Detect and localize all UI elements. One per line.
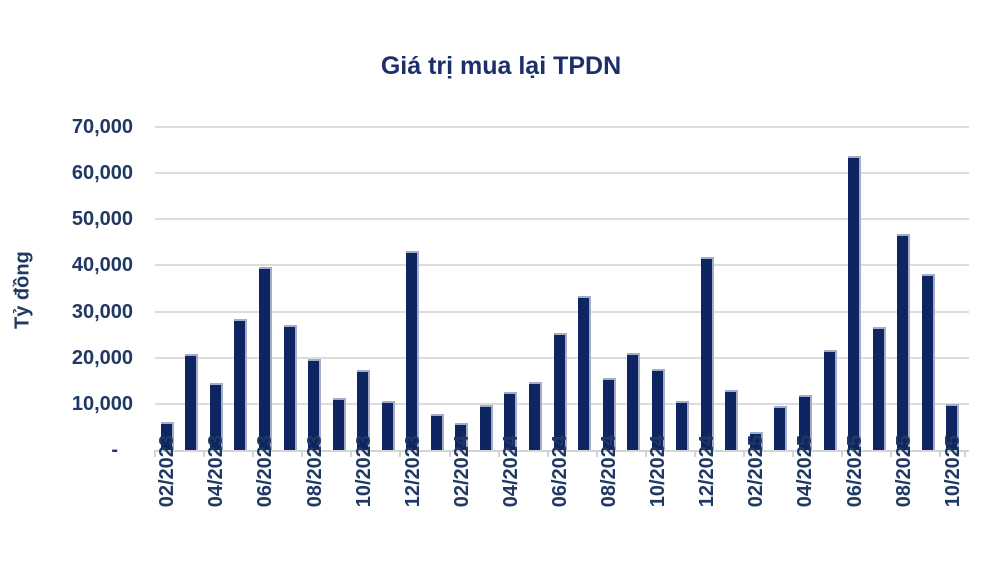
bar (578, 295, 592, 450)
x-tick-label: 12/2024 (696, 435, 719, 508)
bar (479, 405, 493, 450)
x-tick-label: 06/2024 (549, 435, 571, 508)
gridline (155, 218, 969, 221)
chart-title: Giá trị mua lại TPDN (380, 52, 622, 80)
x-axis-tick (497, 450, 500, 457)
bar (528, 382, 542, 450)
x-tick-label: 08/2025 (892, 435, 915, 508)
bar (283, 324, 297, 450)
x-axis-tick (546, 450, 549, 457)
gridline (155, 264, 969, 267)
plot-area (154, 126, 969, 457)
x-axis-tick (154, 450, 156, 457)
bar (774, 406, 788, 450)
bar (798, 394, 812, 450)
x-tick-label: 02/2023 (156, 435, 179, 508)
y-tick-label: 40,000 (71, 254, 133, 277)
x-tick-label: 10/2024 (647, 435, 670, 508)
bar (455, 422, 469, 450)
bar (848, 156, 862, 450)
x-axis-tick (644, 450, 647, 457)
x-axis-tick (595, 450, 598, 457)
bar (676, 400, 690, 450)
x-axis-tick (448, 450, 451, 457)
x-axis-tick (841, 450, 844, 457)
bar (332, 398, 346, 450)
bar (627, 353, 641, 450)
y-tick-label: 70,000 (71, 116, 133, 138)
bar (258, 266, 272, 450)
bar (897, 234, 911, 450)
x-tick-label: 10/2025 (941, 435, 964, 508)
bar (430, 413, 444, 450)
x-tick-label: 04/2024 (499, 435, 522, 508)
x-axis-tick (694, 450, 696, 457)
bar (209, 383, 223, 450)
bar (234, 319, 248, 450)
x-tick-label: 08/2024 (598, 435, 621, 508)
y-tick-label: 60,000 (71, 162, 133, 185)
gridline (155, 172, 969, 175)
x-axis-tick (203, 450, 206, 457)
gridline (155, 310, 969, 313)
x-axis-tick (399, 450, 402, 457)
bar (357, 370, 371, 450)
bar (553, 332, 567, 450)
bar (602, 377, 616, 450)
x-axis-tick (964, 450, 966, 457)
bar (700, 257, 714, 450)
bar (823, 349, 837, 450)
x-tick-label: 02/2025 (745, 435, 768, 508)
bar (872, 326, 886, 450)
bar (381, 400, 395, 450)
bar (160, 422, 174, 450)
x-tick-label: 04/2023 (205, 435, 228, 508)
bar (725, 390, 739, 450)
x-tick-label: 02/2024 (450, 435, 473, 508)
x-axis-tick (350, 450, 353, 457)
bar (406, 250, 420, 450)
bar (185, 353, 199, 450)
x-tick-label: 06/2025 (843, 435, 866, 508)
bar (749, 432, 763, 450)
y-tick-label: 10,000 (71, 392, 133, 415)
x-tick-label: 10/2023 (352, 435, 375, 508)
x-tick-label: 04/2025 (794, 435, 817, 508)
x-axis-line (155, 450, 969, 452)
x-axis-tick (743, 450, 746, 457)
bar (946, 404, 960, 450)
y-tick-label: 50,000 (71, 208, 133, 231)
x-axis-tick (792, 450, 795, 457)
x-tick-label: 06/2023 (254, 435, 277, 508)
x-axis-tick (939, 450, 942, 457)
y-tick-label: 30,000 (71, 300, 133, 323)
y-tick-label: - (111, 439, 118, 461)
gridline (155, 126, 969, 128)
y-tick-label: 20,000 (71, 346, 133, 369)
bar (651, 368, 665, 450)
bar (504, 391, 518, 450)
x-axis-tick (890, 450, 893, 457)
x-axis-tick (252, 450, 255, 457)
x-axis-tick (301, 450, 304, 457)
x-tick-label: 12/2023 (401, 435, 424, 508)
bar (921, 274, 935, 450)
bar (308, 358, 322, 450)
x-tick-label: 08/2023 (303, 435, 326, 508)
